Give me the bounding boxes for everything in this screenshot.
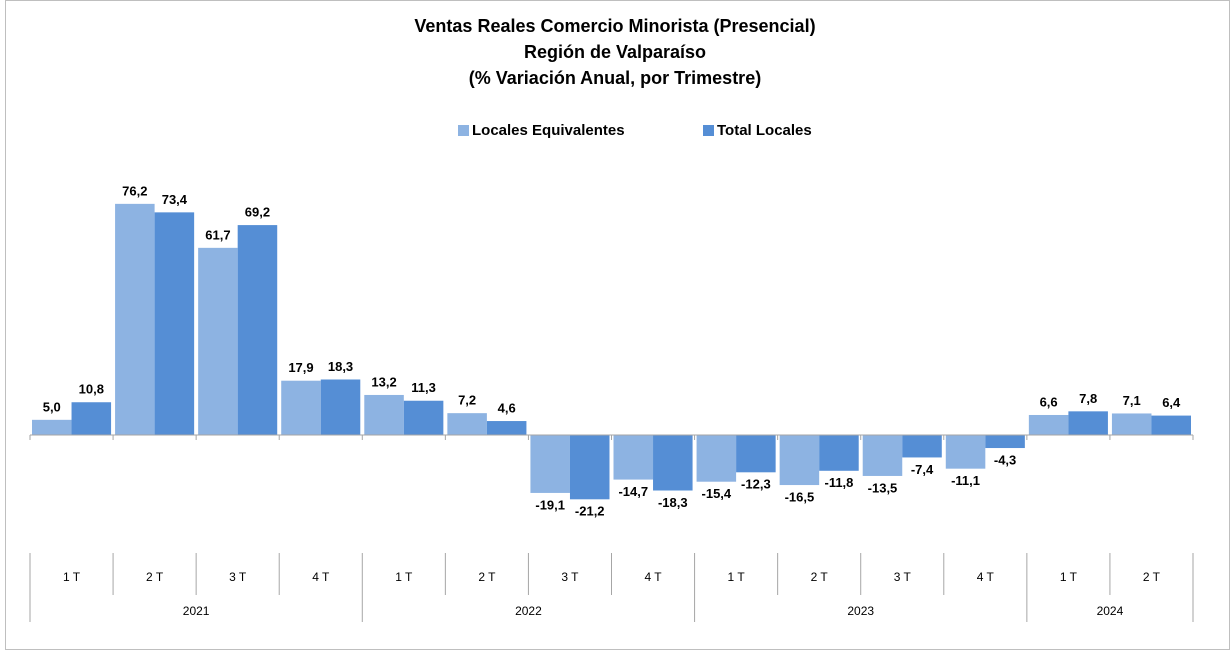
- data-label: -21,2: [575, 504, 605, 519]
- data-label: 5,0: [43, 399, 61, 414]
- group-label: 2024: [1097, 604, 1124, 618]
- bar: [403, 400, 444, 435]
- bar: [237, 225, 278, 435]
- bar: [281, 380, 321, 435]
- data-label: -7,4: [911, 462, 934, 477]
- data-label: -14,7: [618, 484, 648, 499]
- data-label: -13,5: [868, 480, 898, 495]
- x-tick-label: 2 T: [478, 570, 496, 584]
- data-label: -16,5: [785, 489, 815, 504]
- bar: [696, 435, 737, 482]
- data-label: -4,3: [994, 452, 1016, 467]
- bar: [198, 247, 238, 435]
- bar: [1028, 414, 1069, 435]
- bar: [1151, 415, 1191, 435]
- data-label: 69,2: [245, 205, 270, 220]
- bar: [985, 435, 1025, 449]
- data-label: 7,1: [1123, 393, 1141, 408]
- data-label: 76,2: [122, 183, 147, 198]
- bar: [945, 435, 986, 469]
- data-label: 73,4: [162, 192, 188, 207]
- x-tick-label: 4 T: [312, 570, 330, 584]
- data-label: 6,6: [1040, 394, 1058, 409]
- legend-label: Total Locales: [717, 122, 812, 139]
- data-label: 18,3: [328, 359, 353, 374]
- x-tick-label: 2 T: [811, 570, 829, 584]
- bar: [154, 212, 195, 435]
- bar: [364, 394, 404, 435]
- x-tick-label: 3 T: [561, 570, 579, 584]
- bar: [902, 435, 942, 458]
- x-tick-label: 2 T: [146, 570, 164, 584]
- x-tick-label: 1 T: [1060, 570, 1078, 584]
- data-label: 7,8: [1079, 391, 1097, 406]
- data-label: -11,8: [824, 475, 853, 490]
- x-tick-label: 3 T: [894, 570, 912, 584]
- bar: [486, 421, 527, 435]
- x-tick-label: 1 T: [63, 570, 81, 584]
- bar: [653, 435, 693, 491]
- legend-label: Locales Equivalentes: [472, 122, 625, 139]
- bar: [569, 435, 610, 500]
- x-tick-label: 4 T: [644, 570, 662, 584]
- chart-title: Región de Valparaíso: [524, 42, 706, 62]
- bar: [1068, 411, 1108, 435]
- bar: [447, 413, 487, 435]
- data-label: 10,8: [79, 382, 104, 397]
- data-label: 17,9: [288, 360, 313, 375]
- data-label: -12,3: [741, 477, 771, 492]
- group-label: 2022: [515, 604, 542, 618]
- data-label: 13,2: [371, 374, 396, 389]
- data-label: 11,3: [411, 380, 436, 395]
- data-label: 61,7: [205, 227, 230, 242]
- chart-title: Ventas Reales Comercio Minorista (Presen…: [414, 16, 815, 36]
- data-label: -18,3: [658, 495, 688, 510]
- bar: [819, 435, 859, 471]
- x-tick-label: 1 T: [728, 570, 746, 584]
- bar: [736, 435, 776, 473]
- data-label: -15,4: [702, 486, 732, 501]
- group-label: 2021: [183, 604, 210, 618]
- legend-swatch: [458, 125, 469, 136]
- chart-title: (% Variación Anual, por Trimestre): [469, 68, 761, 88]
- bar: [779, 435, 820, 486]
- x-tick-label: 4 T: [977, 570, 995, 584]
- data-label: 7,2: [458, 393, 476, 408]
- bar: [320, 379, 361, 435]
- bar: [862, 435, 903, 476]
- data-label: -11,1: [951, 473, 980, 488]
- legend-swatch: [703, 125, 714, 136]
- group-label: 2023: [847, 604, 874, 618]
- bar: [115, 203, 155, 435]
- data-label: 6,4: [1162, 395, 1181, 410]
- x-tick-label: 2 T: [1143, 570, 1161, 584]
- bar: [1111, 413, 1152, 435]
- bar: [71, 402, 112, 435]
- bar: [530, 435, 570, 493]
- data-label: -19,1: [535, 497, 565, 512]
- data-label: 4,6: [498, 400, 516, 415]
- x-tick-label: 1 T: [395, 570, 413, 584]
- x-tick-label: 3 T: [229, 570, 247, 584]
- bar: [613, 435, 654, 480]
- bar: [32, 419, 72, 435]
